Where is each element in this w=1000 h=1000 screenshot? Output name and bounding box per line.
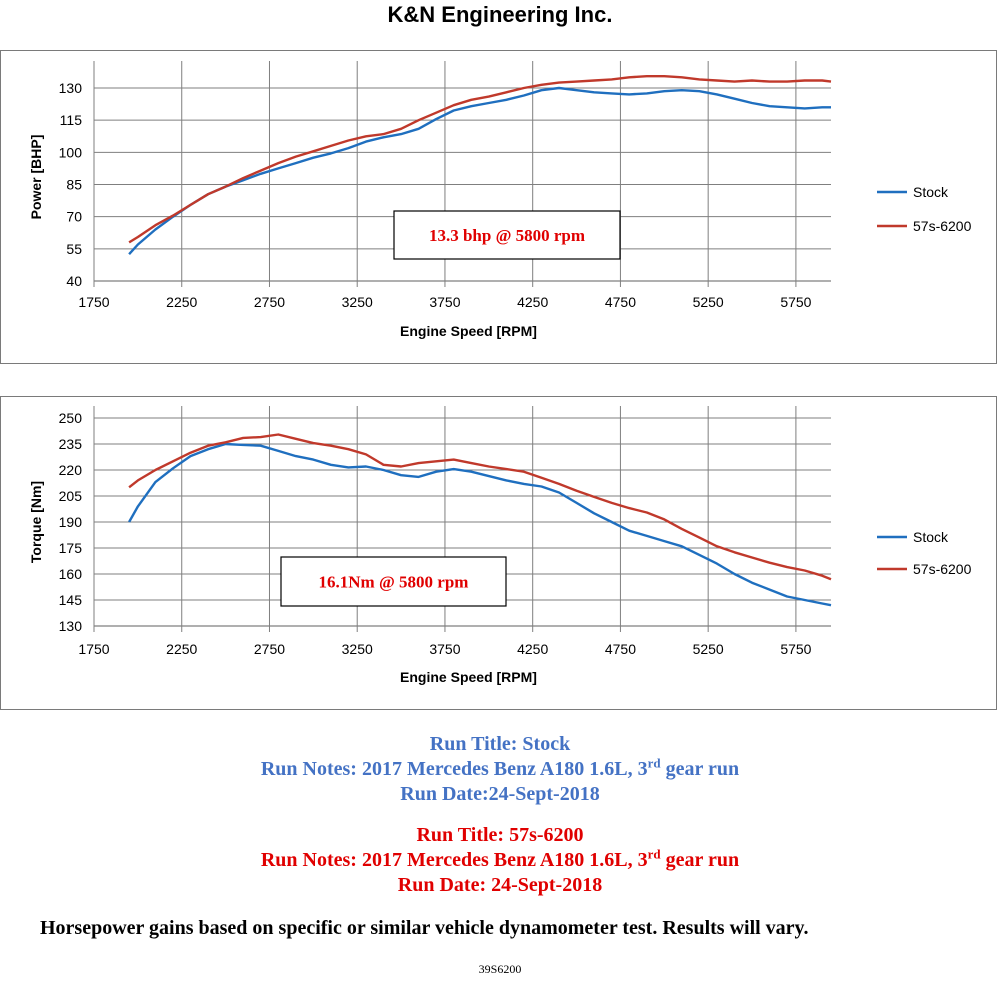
torque-y-tick-label: 130 xyxy=(59,618,83,634)
torque-chart-frame: 130 145 160 175 190 205 220 235 250 1750 2250 2750 3… xyxy=(0,396,997,710)
power-y-tick-label: 55 xyxy=(66,241,82,257)
torque-y-tick-label: 145 xyxy=(59,592,83,608)
torque-x-tick-label: 4750 xyxy=(605,641,636,657)
torque-legend-label: 57s-6200 xyxy=(913,561,972,577)
power-x-tick-label: 1750 xyxy=(78,294,109,310)
run-notes-mod-ordinal: rd xyxy=(647,846,661,862)
torque-annotation-box xyxy=(280,556,507,607)
run-notes-stock-text: Run Notes: 2017 Mercedes Benz A180 1.6L,… xyxy=(260,758,648,780)
disclaimer-text: Horsepower gains based on specific or si… xyxy=(40,917,809,939)
torque-x-axis-title: Engine Speed [RPM] xyxy=(400,669,537,685)
run-date-mod: Run Date: 24-Sept-2018 xyxy=(397,874,603,896)
torque-x-tick-label: 4250 xyxy=(517,641,548,657)
power-chart-frame: 40 55 70 85 100 115 130 1750 2250 2750 3250 3750 425… xyxy=(0,50,997,364)
run-info-mod: Run Title: 57s-6200 Run Notes: 2017 Merc… xyxy=(0,823,1000,898)
part-number: 39S6200 xyxy=(478,962,522,976)
power-annotation-text: 13.3 bhp @ 5800 rpm xyxy=(429,226,585,245)
power-legend-label: 57s-6200 xyxy=(913,218,972,234)
power-series-stock-line xyxy=(128,86,831,256)
run-info-stock: Run Title: Stock Run Notes: 2017 Mercede… xyxy=(0,732,1000,807)
power-y-axis-title: Power [BHP] xyxy=(28,135,44,220)
power-y-tick-label: 115 xyxy=(60,112,83,128)
power-x-tick-label: 3250 xyxy=(342,294,373,310)
torque-y-tick-label: 235 xyxy=(59,436,83,452)
power-y-tick-label: 100 xyxy=(59,144,83,160)
power-series-mod-line xyxy=(128,75,832,244)
run-notes-stock-suffix: gear run xyxy=(660,758,740,780)
torque-legend-label: Stock xyxy=(913,529,949,545)
power-annotation-box xyxy=(393,210,621,260)
power-x-tick-label: 2250 xyxy=(166,294,197,310)
run-notes-mod-suffix: gear run xyxy=(660,849,740,871)
torque-x-tick-label: 3250 xyxy=(342,641,373,657)
power-x-tick-label: 4250 xyxy=(517,294,548,310)
torque-chart: 130 145 160 175 190 205 220 235 250 1750 2250 2750 3… xyxy=(28,406,972,685)
torque-x-tick-label: 2250 xyxy=(166,641,197,657)
torque-y-tick-label: 190 xyxy=(59,514,83,530)
torque-y-axis-title: Torque [Nm] xyxy=(28,481,44,563)
torque-y-tick-label: 205 xyxy=(59,488,83,504)
torque-y-tick-label: 160 xyxy=(59,566,83,582)
run-notes-mod-text: Run Notes: 2017 Mercedes Benz A180 1.6L,… xyxy=(260,849,648,871)
power-x-tick-label: 4750 xyxy=(605,294,636,310)
run-notes-stock: Run Notes: 2017 Mercedes Benz A180 1.6L,… xyxy=(0,755,1000,782)
power-x-tick-label: 5750 xyxy=(780,294,811,310)
run-title-stock: Run Title: Stock xyxy=(429,733,571,755)
run-notes-stock-ordinal: rd xyxy=(647,755,661,771)
torque-annotation-text: 16.1Nm @ 5800 rpm xyxy=(319,573,469,592)
power-x-axis-title: Engine Speed [RPM] xyxy=(400,323,537,339)
power-y-tick-label: 70 xyxy=(66,209,82,225)
torque-series-mod-line xyxy=(128,433,832,581)
torque-x-tick-label: 5750 xyxy=(780,641,811,657)
power-x-tick-label: 2750 xyxy=(254,294,285,310)
run-notes-mod: Run Notes: 2017 Mercedes Benz A180 1.6L,… xyxy=(0,846,1000,873)
torque-x-tick-label: 3750 xyxy=(429,641,460,657)
run-title-mod: Run Title: 57s-6200 xyxy=(416,824,584,846)
power-y-tick-label: 130 xyxy=(59,80,83,96)
page-title: K&N Engineering Inc. xyxy=(387,2,613,27)
torque-x-tick-label: 5250 xyxy=(693,641,724,657)
power-x-tick-label: 3750 xyxy=(429,294,460,310)
power-x-tick-label: 5250 xyxy=(693,294,724,310)
power-legend-label: Stock xyxy=(913,184,949,200)
torque-series-stock-line xyxy=(128,442,832,607)
torque-y-tick-label: 220 xyxy=(59,462,83,478)
torque-y-tick-label: 250 xyxy=(59,410,83,426)
torque-y-tick-label: 175 xyxy=(59,540,83,556)
power-y-tick-label: 85 xyxy=(66,177,82,193)
power-y-tick-label: 40 xyxy=(66,273,82,289)
run-date-stock: Run Date:24-Sept-2018 xyxy=(400,783,600,805)
power-chart: 40 55 70 85 100 115 130 1750 2250 2750 3250 3750 425… xyxy=(28,61,972,339)
torque-x-tick-label: 1750 xyxy=(78,641,109,657)
torque-x-tick-label: 2750 xyxy=(254,641,285,657)
